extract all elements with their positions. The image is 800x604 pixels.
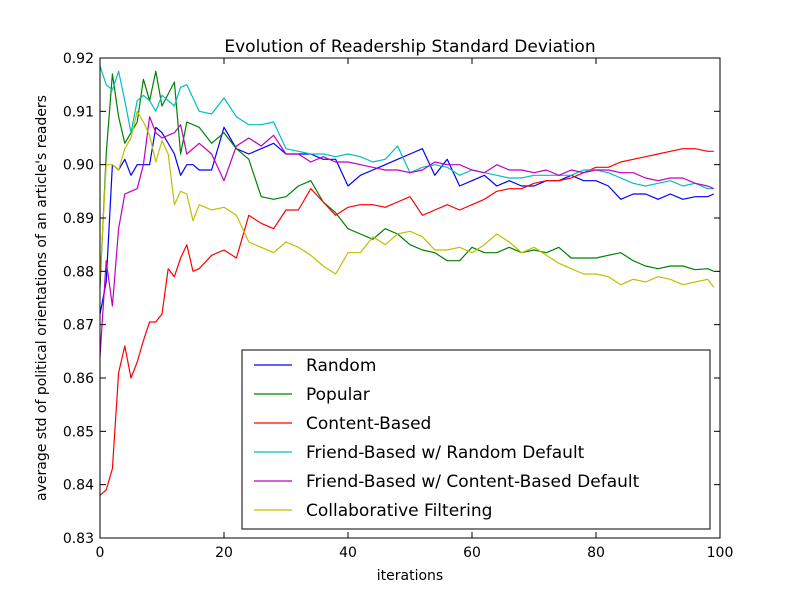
x-axis-label: iterations <box>377 568 443 584</box>
series-line-collaborative-filtering <box>99 110 715 288</box>
x-tick-label: 20 <box>215 545 233 561</box>
y-tick-label: 0.84 <box>63 478 94 494</box>
legend-label: Random <box>306 356 376 376</box>
y-tick-label: 0.87 <box>63 318 94 334</box>
x-tick-label: 60 <box>463 545 481 561</box>
legend-label: Friend-Based w/ Content-Based Default <box>306 472 640 492</box>
axis-ticks: 0 20 40 60 80 100 0.83 0.84 0.85 0.86 0.87 0.88 0.89… <box>63 51 734 561</box>
y-tick-label: 0.88 <box>63 264 94 280</box>
y-tick-label: 0.91 <box>63 104 94 120</box>
plot-frame <box>99 57 721 539</box>
legend-box <box>241 349 711 530</box>
chart-title: Evolution of Readership Standard Deviati… <box>224 37 595 57</box>
legend-label: Friend-Based w/ Random Default <box>306 443 585 463</box>
x-tick-label: 80 <box>587 545 605 561</box>
series-lines <box>99 65 715 496</box>
y-axis-label: average std of political orientations of… <box>34 95 50 501</box>
legend-label: Popular <box>306 385 370 405</box>
x-tick-label: 0 <box>96 545 105 561</box>
y-tick-label: 0.90 <box>63 158 94 174</box>
y-tick-label: 0.92 <box>63 51 94 67</box>
series-line-friend-based-w-random-default <box>99 65 714 190</box>
series-line-random <box>99 126 715 315</box>
x-tick-label: 40 <box>339 545 357 561</box>
series-line-content-based <box>99 148 714 496</box>
legend-label: Collaborative Filtering <box>306 501 492 521</box>
y-tick-label: 0.89 <box>63 211 94 227</box>
series-line-friend-based-w-content-based-default <box>99 116 715 357</box>
legend: Random Popular Content-Based Friend-Based w… <box>241 349 711 530</box>
series-line-popular <box>99 70 715 288</box>
y-tick-label: 0.83 <box>63 531 94 547</box>
x-tick-label: 100 <box>707 545 734 561</box>
y-tick-label: 0.85 <box>63 424 94 440</box>
legend-label: Content-Based <box>306 414 431 434</box>
y-tick-label: 0.86 <box>63 371 94 387</box>
